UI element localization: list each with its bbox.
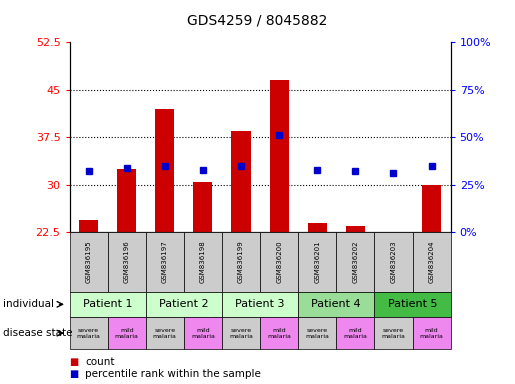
Text: GSM836196: GSM836196 (124, 241, 130, 283)
Text: Patient 4: Patient 4 (312, 299, 361, 310)
Bar (346, 226, 365, 232)
Text: GSM836202: GSM836202 (352, 241, 358, 283)
Text: disease state: disease state (3, 328, 72, 338)
Text: GSM836200: GSM836200 (276, 241, 282, 283)
Text: severe
malaria: severe malaria (382, 328, 405, 339)
Text: severe
malaria: severe malaria (153, 328, 177, 339)
Text: severe
malaria: severe malaria (305, 328, 329, 339)
Bar (422, 185, 441, 232)
Text: mild
malaria: mild malaria (191, 328, 215, 339)
Text: GSM836201: GSM836201 (314, 241, 320, 283)
Text: GSM836198: GSM836198 (200, 241, 206, 283)
Text: mild
malaria: mild malaria (267, 328, 291, 339)
Bar (117, 169, 136, 232)
Bar (270, 80, 289, 232)
Text: ■: ■ (70, 357, 79, 367)
Text: GSM836204: GSM836204 (428, 241, 435, 283)
Text: Patient 2: Patient 2 (159, 299, 209, 310)
Text: severe
malaria: severe malaria (77, 328, 100, 339)
Text: mild
malaria: mild malaria (115, 328, 139, 339)
Text: GSM836195: GSM836195 (85, 241, 92, 283)
Text: GSM836197: GSM836197 (162, 241, 168, 283)
Text: GSM836203: GSM836203 (390, 241, 397, 283)
Text: GDS4259 / 8045882: GDS4259 / 8045882 (187, 13, 328, 27)
Text: Patient 5: Patient 5 (388, 299, 437, 310)
Bar (308, 223, 327, 232)
Text: individual: individual (3, 299, 54, 310)
Text: Patient 3: Patient 3 (235, 299, 285, 310)
Text: ■: ■ (70, 369, 79, 379)
Bar (79, 220, 98, 232)
Bar (232, 131, 251, 232)
Text: count: count (85, 357, 114, 367)
Bar (194, 182, 213, 232)
Text: mild
malaria: mild malaria (420, 328, 443, 339)
Text: Patient 1: Patient 1 (83, 299, 132, 310)
Text: severe
malaria: severe malaria (229, 328, 253, 339)
Text: mild
malaria: mild malaria (344, 328, 367, 339)
Text: percentile rank within the sample: percentile rank within the sample (85, 369, 261, 379)
Bar (156, 109, 175, 232)
Text: GSM836199: GSM836199 (238, 241, 244, 283)
